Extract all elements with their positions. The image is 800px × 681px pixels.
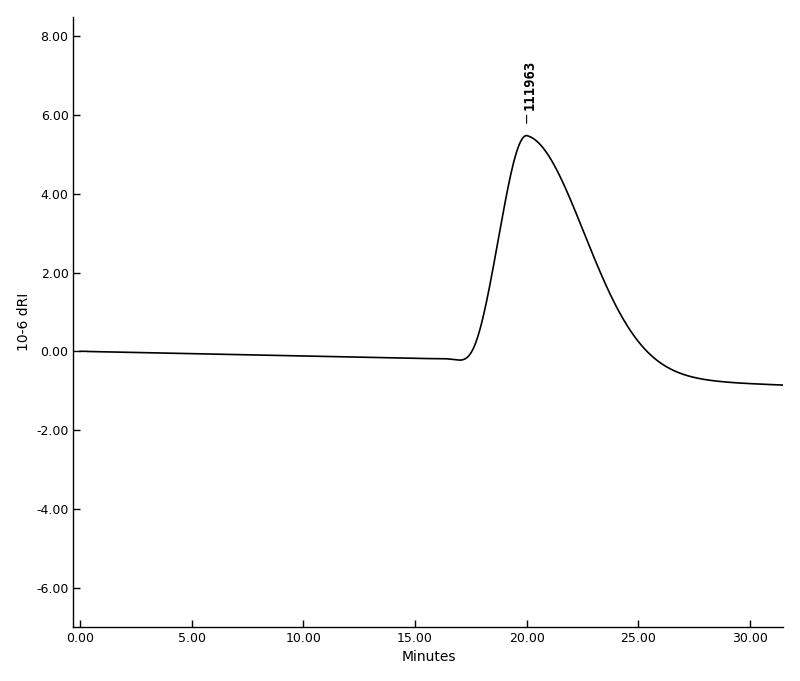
Y-axis label: 10-6 dRI: 10-6 dRI [17,293,30,351]
Text: 111963: 111963 [523,60,537,110]
X-axis label: Minutes: Minutes [401,650,456,665]
